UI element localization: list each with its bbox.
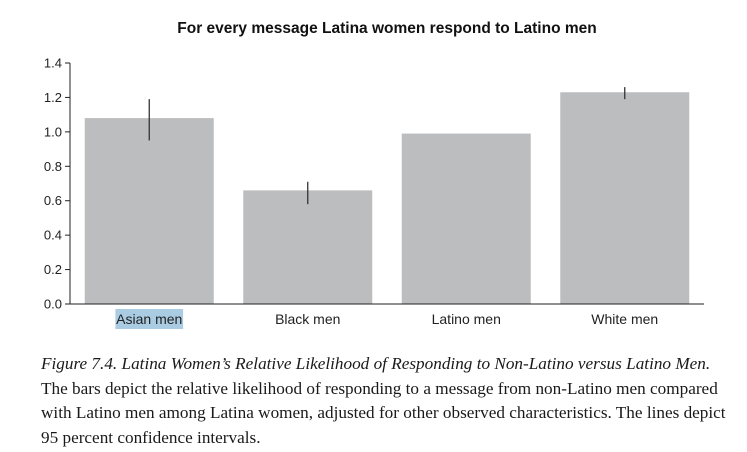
y-tick-label-7: 1.4 <box>44 56 62 71</box>
category-label-3: White men <box>591 311 658 327</box>
y-tick-label-5: 1.0 <box>44 124 62 139</box>
y-tick-label-0: 0.0 <box>44 297 62 312</box>
labels-layer: Asian men Black men Latino men White men <box>115 309 658 329</box>
chart-title: For every message Latina women respond t… <box>177 20 597 37</box>
category-label-2: Latino men <box>432 311 501 327</box>
caption-body: The bars depict the relative likelihood … <box>41 378 726 447</box>
caption-figure-title: Latina Women’s Relative Likelihood of Re… <box>121 354 711 373</box>
y-tick-label-6: 1.2 <box>44 90 62 105</box>
bar-1 <box>243 190 373 304</box>
bar-chart: 0.0 0.2 0.4 0.6 0.8 1.0 1.2 1.4 Asian men Black … <box>44 56 704 329</box>
bar-2 <box>401 133 531 304</box>
caption-figure-label: Figure 7.4. <box>41 354 118 373</box>
bar-0 <box>84 118 214 304</box>
label-highlight <box>115 309 184 329</box>
y-tick-label-2: 0.4 <box>44 228 62 243</box>
category-label-1: Black men <box>275 311 340 327</box>
bar-3 <box>560 92 690 304</box>
y-tick-label-3: 0.6 <box>44 193 62 208</box>
bars-layer <box>84 92 690 304</box>
y-tick-label-1: 0.2 <box>44 262 62 277</box>
y-tick-label-4: 0.8 <box>44 159 62 174</box>
category-label-0: Asian men <box>116 311 182 327</box>
figure-caption: Figure 7.4. Latina Women’s Relative Like… <box>41 352 731 450</box>
error-bars-layer <box>148 87 626 205</box>
axis-layer: 0.0 0.2 0.4 0.6 0.8 1.0 1.2 1.4 <box>44 56 704 312</box>
